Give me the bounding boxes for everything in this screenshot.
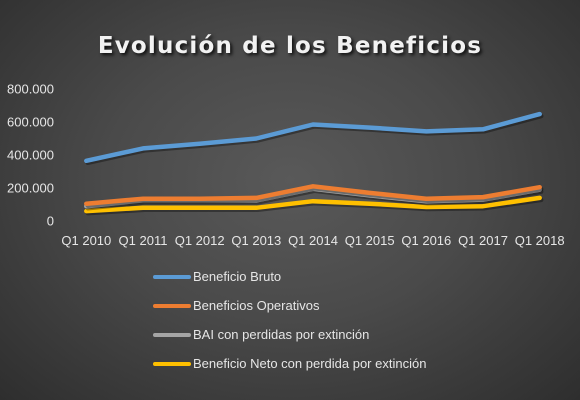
series-line-3 bbox=[84, 195, 542, 214]
x-tick-label: Q1 2014 bbox=[288, 233, 338, 248]
x-tick-label: Q1 2016 bbox=[401, 233, 451, 248]
chart-legend: Beneficio Bruto Beneficios Operativos BA… bbox=[153, 262, 426, 378]
legend-item-beneficios-operativos: Beneficios Operativos bbox=[153, 291, 426, 320]
x-tick-label: Q1 2015 bbox=[345, 233, 395, 248]
chart-title: Evolución de los Beneficios bbox=[97, 33, 483, 59]
y-tick-label: 400.000 bbox=[7, 148, 54, 163]
legend-swatch-beneficios-operativos bbox=[153, 303, 191, 308]
series-line-0 bbox=[84, 111, 542, 164]
x-tick-label: Q1 2013 bbox=[231, 233, 281, 248]
x-tick-label: Q1 2012 bbox=[175, 233, 225, 248]
x-tick-label: Q1 2018 bbox=[515, 233, 565, 248]
legend-label: Beneficio Bruto bbox=[193, 269, 282, 284]
legend-swatch-bai bbox=[153, 332, 191, 337]
legend-item-beneficio-neto: Beneficio Neto con perdida por extinción bbox=[153, 349, 426, 378]
y-tick-label: 800.000 bbox=[7, 82, 54, 97]
legend-label: BAI con perdidas por extinción bbox=[193, 327, 370, 342]
legend-swatch-beneficio-bruto bbox=[153, 274, 191, 279]
legend-label: Beneficios Operativos bbox=[193, 298, 320, 313]
y-tick-label: 200.000 bbox=[7, 181, 54, 196]
legend-item-bai: BAI con perdidas por extinción bbox=[153, 320, 426, 349]
legend-item-beneficio-bruto: Beneficio Bruto bbox=[153, 262, 426, 291]
x-tick-label: Q1 2017 bbox=[458, 233, 508, 248]
y-tick-label: 600.000 bbox=[7, 115, 54, 130]
legend-swatch-beneficio-neto bbox=[153, 361, 191, 366]
series-line-1 bbox=[84, 184, 542, 206]
y-tick-label: 0 bbox=[47, 214, 54, 229]
x-tick-label: Q1 2010 bbox=[61, 233, 111, 248]
x-tick-label: Q1 2011 bbox=[119, 233, 168, 248]
legend-label: Beneficio Neto con perdida por extinción bbox=[193, 356, 427, 371]
